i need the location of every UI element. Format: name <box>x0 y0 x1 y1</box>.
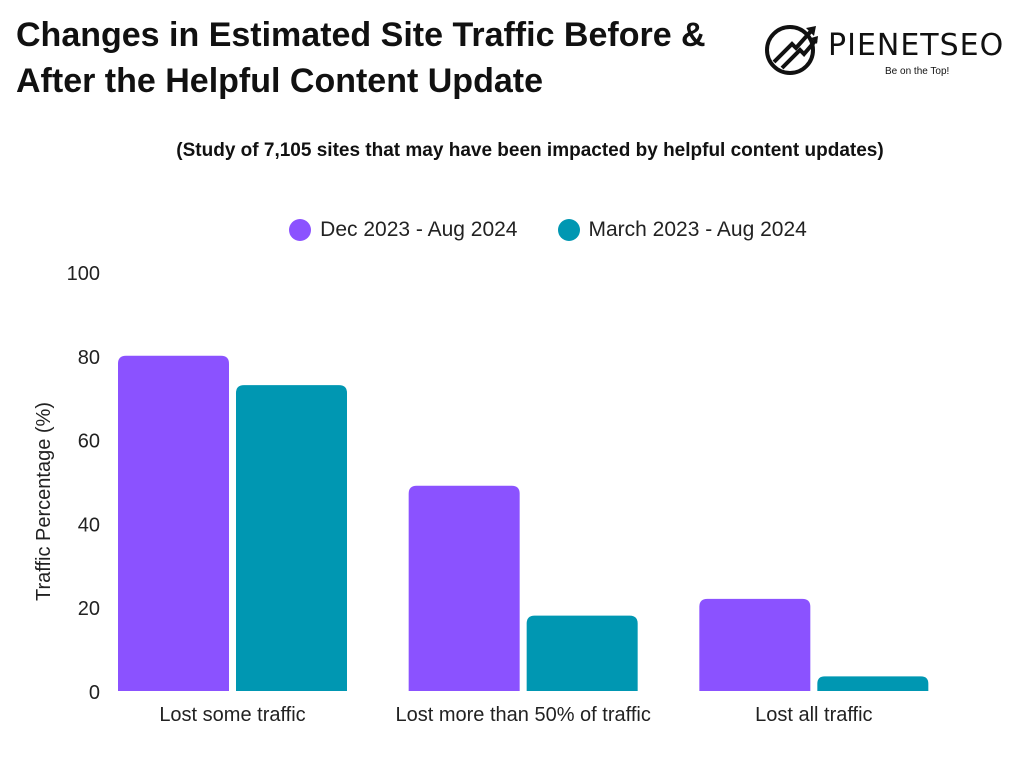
bar-2-1 <box>236 385 347 691</box>
legend-item-series-2: March 2023 - Aug 2024 <box>557 218 807 242</box>
y-tick-label: 40 <box>78 514 100 536</box>
y-tick-label: 60 <box>78 431 100 453</box>
legend-label-series-1: Dec 2023 - Aug 2024 <box>320 218 518 241</box>
bar-2-2 <box>526 615 638 691</box>
chart-legend: Dec 2023 - Aug 2024 March 2023 - Aug 202… <box>0 218 1024 242</box>
brand-tagline: Be on the Top! <box>885 66 950 77</box>
legend-label-series-2: March 2023 - Aug 2024 <box>588 218 807 241</box>
legend-item-series-1: Dec 2023 - Aug 2024 <box>289 218 518 242</box>
y-tick-label: 80 <box>78 347 100 369</box>
bar-2-3 <box>817 676 929 691</box>
y-tick-label: 0 <box>89 682 100 704</box>
y-axis-label: Traffic Percentage (%) <box>33 402 55 601</box>
brand-name: PIENETSEO <box>828 28 1005 63</box>
chart-title: Changes in Estimated Site Traffic Before… <box>16 16 706 100</box>
x-tick-label: Lost all traffic <box>755 704 872 726</box>
chart-subtitle: (Study of 7,105 sites that may have been… <box>176 140 884 161</box>
x-tick-label: Lost some traffic <box>159 704 305 726</box>
legend-swatch-series-1 <box>289 219 312 241</box>
brand-logo-icon <box>765 25 818 75</box>
bar-1-3 <box>699 598 811 691</box>
x-tick-label: Lost more than 50% of traffic <box>396 704 651 726</box>
bar-1-1 <box>118 355 229 691</box>
y-tick-label: 100 <box>67 263 100 285</box>
brand-logo-block: PIENETSEO Be on the Top! <box>762 16 1012 86</box>
legend-swatch-series-2 <box>557 219 580 241</box>
bar-1-2 <box>408 485 520 691</box>
y-tick-label: 20 <box>78 598 100 620</box>
